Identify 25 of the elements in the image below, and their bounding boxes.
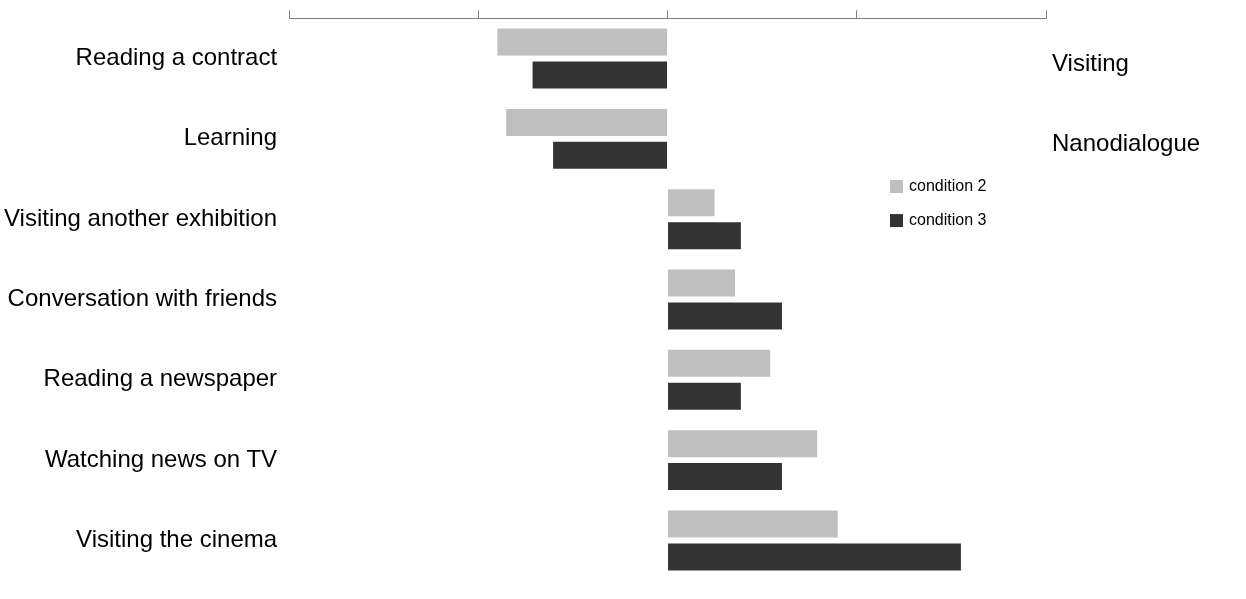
bar: [553, 141, 668, 169]
y-tick-label: Watching news on TV: [44, 444, 278, 472]
bar: [668, 463, 782, 491]
bar: [668, 302, 782, 330]
bar: [497, 28, 668, 56]
bar: [668, 349, 771, 377]
legend-label: condition 2: [909, 177, 987, 195]
y-tick-label: Learning: [183, 123, 278, 151]
bar: [668, 189, 715, 217]
bar: [668, 430, 818, 458]
legend-label: condition 3: [909, 211, 987, 229]
y-tick-label: Conversation with friends: [7, 284, 278, 312]
text: Visiting: [1052, 49, 1129, 77]
bar: [668, 382, 741, 410]
bar: [668, 222, 741, 250]
y-tick-label: Visiting another exhibition: [3, 203, 278, 231]
bar: [668, 543, 961, 571]
y-tick-label: Reading a contract: [75, 43, 278, 71]
bar: [668, 510, 838, 538]
bar: [668, 269, 736, 297]
y-tick-label: Visiting the cinema: [76, 525, 278, 553]
bar: [506, 108, 668, 136]
text: Nanodialogue: [1052, 129, 1201, 157]
bar: [532, 61, 668, 89]
y-tick-label: Reading a newspaper: [43, 364, 278, 392]
